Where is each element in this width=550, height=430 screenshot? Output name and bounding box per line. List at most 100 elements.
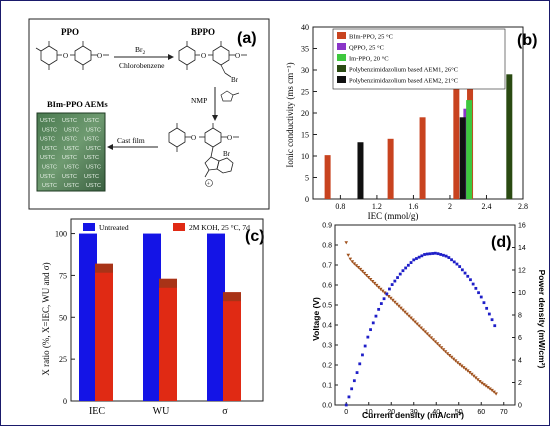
panel-d-voltage-point [433,340,438,344]
panel-d-power-point [415,257,418,260]
panel-d-x-axis-title: Current density (mA/cm²) [362,410,464,420]
panel-d-power-point [455,262,459,266]
panel-d-y-tick-label: 0.2 [322,363,332,370]
panel-d-power-point [393,279,397,283]
panel-d-voltage-point [413,320,417,324]
panel-d-voltage-point [463,367,468,371]
panel-d-voltage-point [417,324,421,328]
panel-b-bar [324,155,331,199]
panel-d-power-point [374,314,378,318]
panel-d-voltage-point [354,264,359,268]
bppo-label: BPPO [191,27,215,37]
panel-d-power-point [469,278,472,282]
panel-d-voltage-point [415,322,419,326]
membrane-text: USTC [40,118,55,124]
panel-d-power-point [458,265,462,268]
panel-d-voltage-point [421,328,425,332]
membrane-text: USTC [62,137,77,143]
panel-c-y-tick-label: 75 [59,271,67,280]
panel-d-power-point [404,266,408,270]
panel-d-voltage-point [449,355,454,359]
bppo-oxygen-2: O [235,52,240,60]
panel-d-x-tick-label: 0 [344,409,348,416]
panel-d-y-axis-title: Voltage (V) [311,297,321,341]
bim-ppo-structure [168,123,239,178]
panel-d-y-tick-label: 0.0 [322,403,332,410]
panel-d-voltage-point [443,350,448,354]
membrane-text: USTC [64,127,79,133]
panel-d-y2-axis-title: Power density (mW/cm²) [537,270,547,369]
panel-b-label: (b) [517,32,537,49]
panel-d-voltage-point [397,304,401,308]
panel-b-axes: 0 5 10 15 20 25 30 35 40 0.8 1.2 1.6 2 2.4 2.8 [301,23,528,211]
panel-b-legend-swatch [337,32,346,39]
bromide-ion: Br [223,150,231,158]
panel-c-x-tick-label: σ [222,406,228,417]
panel-d-power-point [479,295,483,299]
panel-c-x-tick-label: IEC [89,406,105,417]
panel-d-voltage-point [401,308,405,312]
panel-d-power-point [439,253,443,256]
panel-b-y-axis-title: Ionic conductivity (ms cm⁻¹) [285,62,295,167]
panel-d-voltage-point [370,279,375,284]
panel-d-y2-tick-label: 2 [518,380,522,387]
panel-b-x-tick-label: 2.4 [481,202,491,211]
panel-d-power-point [450,258,453,262]
panel-b-bar [419,117,426,199]
panel-d-voltage-point [374,283,379,288]
membrane-text: USTC [62,155,77,161]
panel-d-power-point [412,258,416,262]
panel-d-y2-tick-label: 10 [518,290,526,297]
cast-film-label: Cast film [117,136,145,145]
panel-d-voltage-point [490,388,494,393]
panel-b-legend-entry: Polybenzimidazolium based AEM2, 21°C [349,78,458,85]
panel-d-voltage-point [382,291,387,295]
panel-d-voltage-point [372,281,377,286]
panel-a: (a) PPO BPPO O O Br2 Chlorobenzene [28,18,270,210]
panel-c-legend-swatch [83,223,95,231]
membrane-text: USTC [64,146,79,152]
panel-c-legend-entry: Untreated [99,223,129,232]
panel-c-y-axis-title: X ratio (%, X=IEC, WU and σ) [41,262,51,375]
panel-d-power-point [428,252,432,256]
panel-d-voltage-point [445,352,450,356]
panel-d-power-point [420,254,424,258]
panel-d-voltage-point [403,310,407,314]
panel-d-voltage-point [486,386,490,390]
membrane-photo [36,112,106,192]
panel-d-voltage-point [437,344,442,348]
panel-d-power-point [358,362,362,366]
panel-d-voltage-point [494,392,498,396]
panel-b-legend: BIm-PPO, 25 °C QPPO, 25 °C Im-PPO, 20 °C Po… [332,28,506,90]
panel-d-x-tick-label: 70 [500,409,508,416]
panel-d-x-tick-label: 50 [455,409,463,416]
panel-b-y-tick-label: 0 [305,195,309,204]
panel-d-voltage-point [461,366,466,370]
membrane-text: USTC [40,137,55,143]
membrane-text: USTC [40,155,55,161]
panel-c-axes: 0 25 50 75 100 IEC WU σ [55,218,264,417]
membrane-text: USTC [86,183,101,189]
panel-d-voltage-point [378,287,383,291]
panel-d-x-tick-label: 40 [432,409,440,416]
panel-b-x-axis-title: IEC (mmol/g) [368,211,419,221]
membrane-text: USTC [64,183,79,189]
panel-d-voltage-point [427,334,432,338]
panel-d-power-point [396,276,399,279]
panel-d-voltage-point [350,260,355,264]
panel-c-bar [79,233,97,401]
panel-d-voltage-point [478,380,482,384]
panel-d-power-point [452,260,456,264]
panel-d-voltage-point [459,364,464,368]
membrane-text: USTC [42,183,57,189]
panel-d-power-point [425,252,429,256]
panel-d-curves [344,241,498,407]
panel-d-voltage-point [409,316,413,320]
bppo-structure [178,41,247,78]
panel-d-power-point [352,379,356,383]
bppo-br: Br [231,76,239,84]
panel-b: (b) 0 5 10 15 20 25 30 35 40 0.8 1.2 1.6 2 2.4 2.8 BIm… [285,23,537,221]
panel-c-bar-cap [95,263,113,273]
panel-d-y-tick-label: 0.5 [322,303,332,310]
panel-d-voltage-point [360,269,365,274]
